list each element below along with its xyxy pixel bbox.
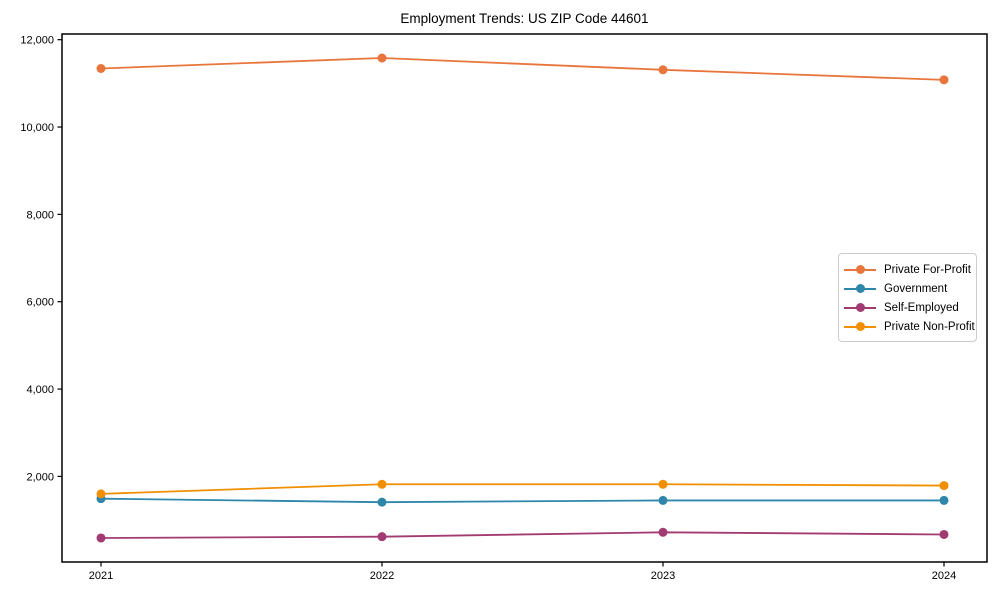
axes-spine <box>61 33 988 563</box>
y-tick-label: 8,000 <box>26 209 54 221</box>
legend-item-government: Government <box>844 279 970 298</box>
legend-line-marker-icon <box>844 322 876 331</box>
legend-label: Private For-Profit <box>884 263 971 276</box>
data-point <box>377 532 387 542</box>
y-tick-label: 10,000 <box>20 122 54 134</box>
legend-item-self-employed: Self-Employed <box>844 298 970 317</box>
x-tick-label: 2023 <box>651 570 675 582</box>
legend-line-marker-icon <box>844 303 876 312</box>
data-point <box>939 481 949 491</box>
data-point <box>658 495 668 505</box>
legend-item-private-for-profit: Private For-Profit <box>844 260 971 279</box>
data-point <box>658 479 668 489</box>
legend: Private For-Profit Government Self-Employe… <box>838 253 977 342</box>
data-point <box>96 533 106 543</box>
series-line-government <box>100 497 945 504</box>
data-point <box>939 529 949 539</box>
y-tick-label: 6,000 <box>26 297 54 309</box>
legend-item-private-non-profit: Private Non-Profit <box>844 317 975 336</box>
data-point <box>96 489 106 499</box>
data-point <box>939 495 949 505</box>
y-tick-label: 2,000 <box>26 471 54 483</box>
x-tick-label: 2021 <box>89 570 113 582</box>
legend-label: Government <box>884 282 948 295</box>
data-point <box>377 479 387 489</box>
y-tick-label: 4,000 <box>26 384 54 396</box>
data-point <box>658 65 668 75</box>
legend-label: Private Non-Profit <box>884 320 975 333</box>
series-line-private-non-profit <box>100 483 945 495</box>
x-tick-label: 2022 <box>370 570 394 582</box>
y-tick-label: 12,000 <box>20 35 54 47</box>
chart-title: Employment Trends: US ZIP Code 44601 <box>400 11 649 26</box>
data-point <box>377 497 387 507</box>
series-line-private-for-profit <box>100 57 945 81</box>
legend-line-marker-icon <box>844 265 876 274</box>
data-point <box>658 527 668 537</box>
x-tick-label: 2024 <box>932 570 956 582</box>
data-point <box>96 64 106 74</box>
data-point <box>377 53 387 63</box>
legend-line-marker-icon <box>844 284 876 293</box>
series-line-self-employed <box>100 531 945 539</box>
data-point <box>939 75 949 85</box>
legend-label: Self-Employed <box>884 301 959 314</box>
